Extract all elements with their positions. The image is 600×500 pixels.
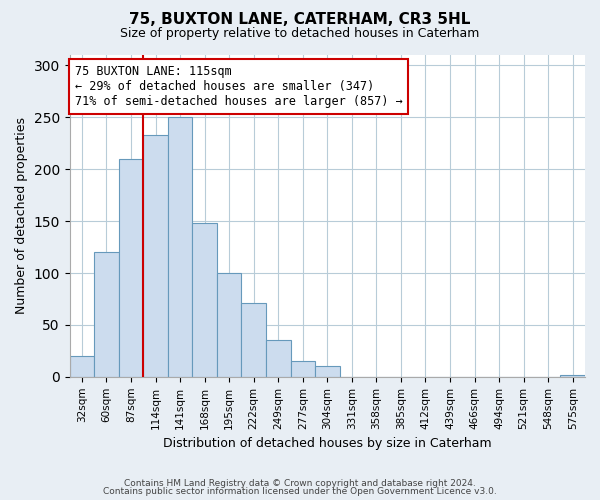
- Text: Size of property relative to detached houses in Caterham: Size of property relative to detached ho…: [121, 28, 479, 40]
- Bar: [290, 361, 315, 377]
- Bar: [70, 356, 94, 377]
- Bar: [143, 135, 168, 377]
- Bar: [241, 303, 266, 377]
- Bar: [168, 118, 193, 377]
- Bar: [94, 252, 119, 377]
- X-axis label: Distribution of detached houses by size in Caterham: Distribution of detached houses by size …: [163, 437, 491, 450]
- Y-axis label: Number of detached properties: Number of detached properties: [15, 118, 28, 314]
- Text: Contains HM Land Registry data © Crown copyright and database right 2024.: Contains HM Land Registry data © Crown c…: [124, 478, 476, 488]
- Bar: [266, 340, 290, 377]
- Bar: [560, 374, 585, 377]
- Bar: [315, 366, 340, 377]
- Bar: [193, 223, 217, 377]
- Text: Contains public sector information licensed under the Open Government Licence v3: Contains public sector information licen…: [103, 487, 497, 496]
- Text: 75, BUXTON LANE, CATERHAM, CR3 5HL: 75, BUXTON LANE, CATERHAM, CR3 5HL: [130, 12, 470, 28]
- Bar: [119, 159, 143, 377]
- Bar: [217, 273, 241, 377]
- Text: 75 BUXTON LANE: 115sqm
← 29% of detached houses are smaller (347)
71% of semi-de: 75 BUXTON LANE: 115sqm ← 29% of detached…: [74, 66, 403, 108]
